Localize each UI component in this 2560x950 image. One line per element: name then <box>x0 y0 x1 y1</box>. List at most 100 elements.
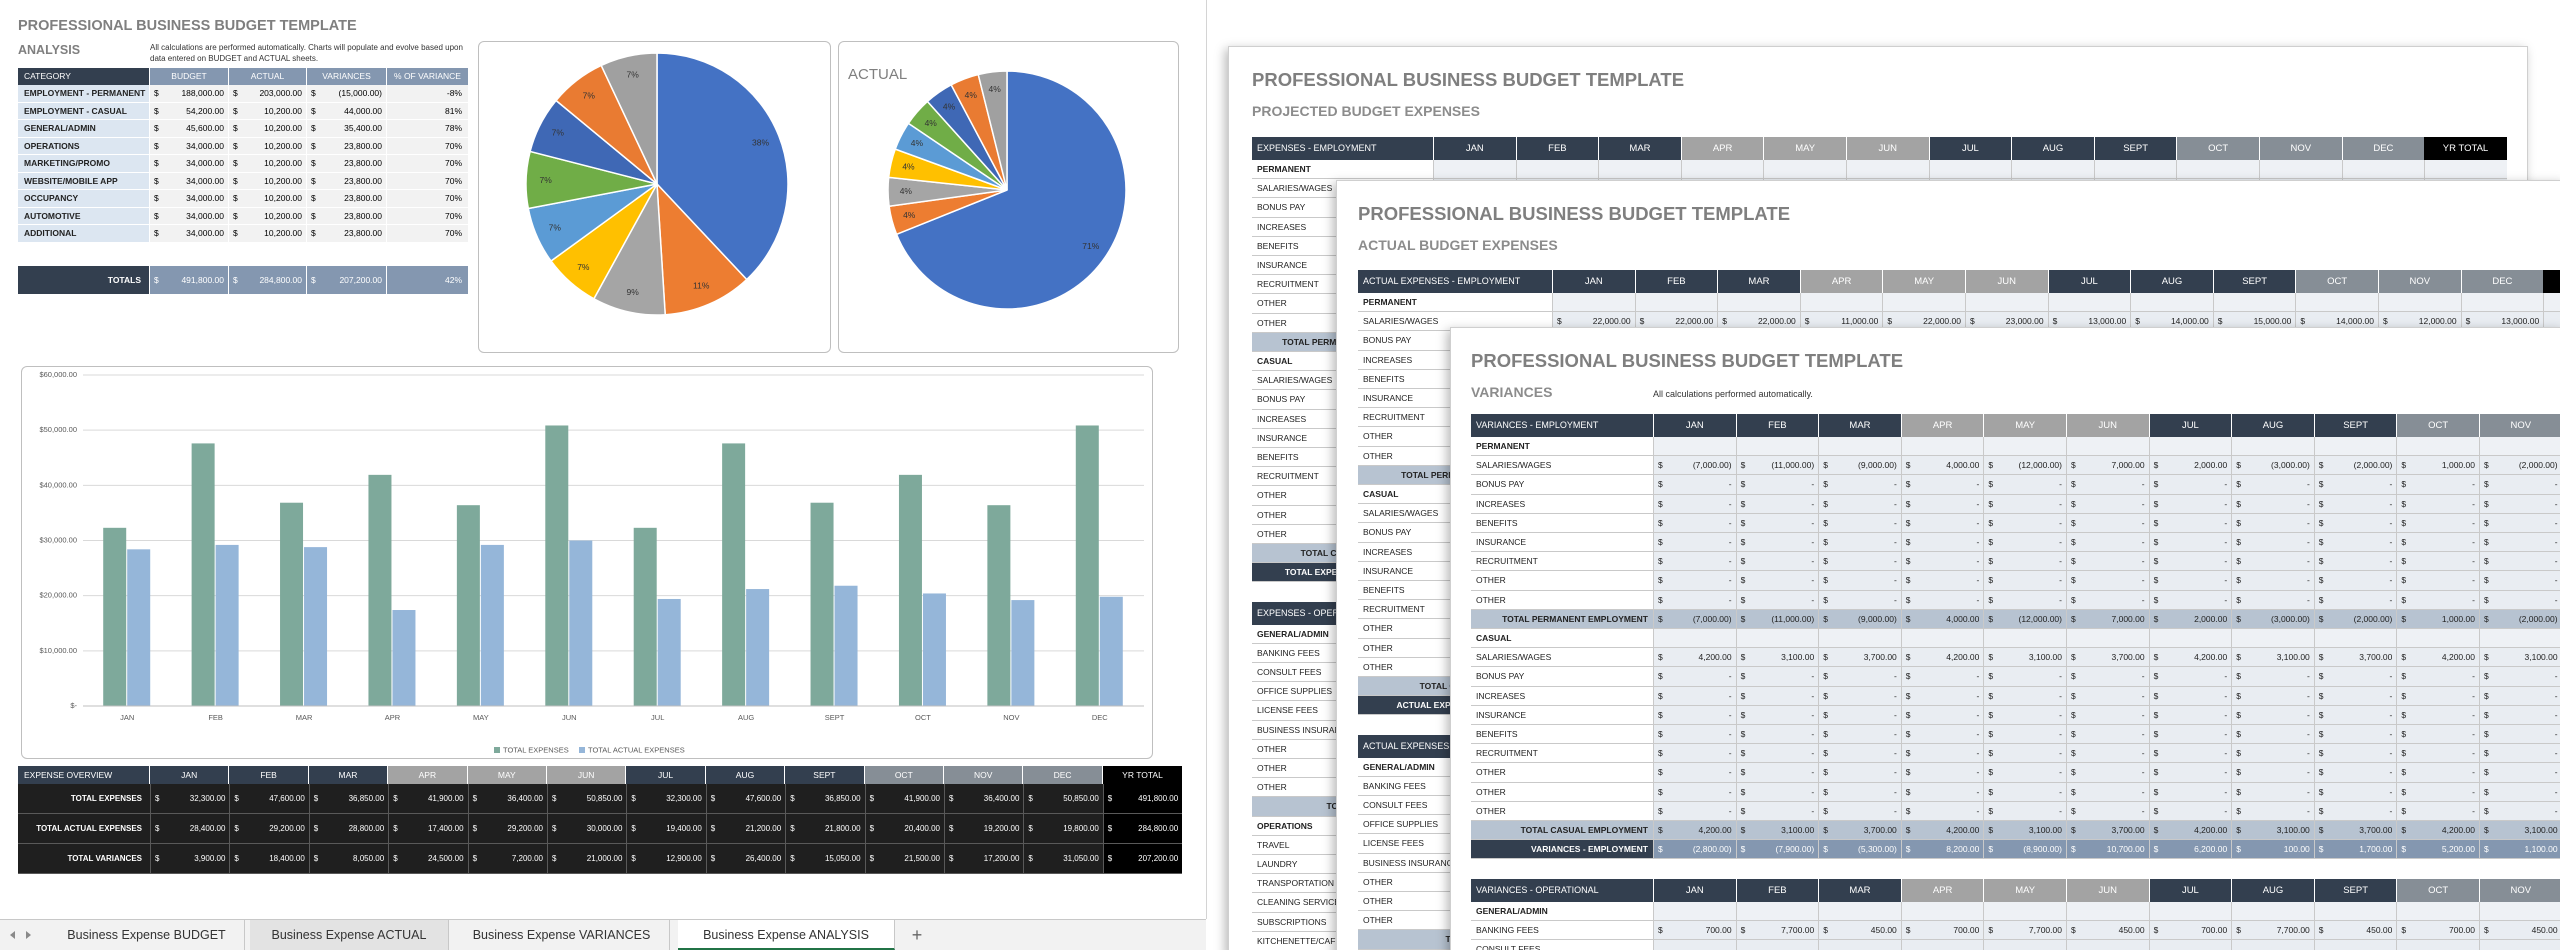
cell-value: 14,000.00 <box>2336 316 2374 327</box>
data-cell: $ - <box>1735 590 1819 610</box>
currency-symbol: $ <box>2484 460 2489 471</box>
sheet-tab[interactable]: Business Expense ACTUAL <box>250 920 449 950</box>
currency-symbol: $ <box>1740 613 1746 624</box>
cell-value: 11,000.00 <box>1841 316 1879 327</box>
data-cell: $4,200.00 <box>2148 821 2232 841</box>
currency-symbol: $ <box>2071 594 2076 605</box>
table-header-cell: VARIANCES <box>307 68 387 85</box>
cell-value: - <box>2224 690 2228 701</box>
data-cell: $ - <box>2148 763 2232 783</box>
cell-value: - <box>1811 671 1815 682</box>
data-cell: $ - <box>1735 801 1819 821</box>
overview-total-cell: $207,200.00 <box>1102 844 1183 874</box>
empty-cell <box>1598 160 1681 180</box>
empty-cell <box>2148 901 2232 921</box>
bar <box>215 544 239 706</box>
amount-cell: $23,800.00 <box>307 225 387 243</box>
data-cell: $3,100.00 <box>1735 648 1819 668</box>
data-cell: $3,100.00 <box>2479 821 2560 841</box>
percent-cell: 70% <box>387 172 469 190</box>
cell-value: - <box>2224 479 2228 490</box>
currency-symbol: $ <box>2071 748 2076 759</box>
cell-value: 21,500.00 <box>904 854 940 863</box>
cell-value: 8,200.00 <box>1946 844 1980 855</box>
sheet-tab[interactable]: Business Expense ANALYSIS <box>678 920 895 950</box>
data-cell: $3,700.00 <box>2313 648 2397 668</box>
month-header: OCT <box>2396 414 2479 437</box>
overview-cell: $50,850.00 <box>1023 784 1103 814</box>
data-cell: $4,200.00 <box>1653 648 1736 668</box>
empty-cell <box>2424 160 2507 180</box>
currency-symbol: $ <box>2153 767 2159 778</box>
data-cell: $ - <box>2066 686 2149 706</box>
empty-cell <box>1552 293 1635 313</box>
overview-cell: $7,200.00 <box>467 844 547 874</box>
group-label: PERMANENT <box>1471 437 1653 457</box>
empty-cell <box>1680 160 1764 180</box>
currency-symbol: $ <box>2153 671 2159 682</box>
currency-symbol: $ <box>2071 825 2076 836</box>
cell-value: - <box>1976 767 1980 778</box>
currency-symbol: $ <box>2153 786 2159 797</box>
currency-symbol: $ <box>393 854 398 863</box>
scroll-right[interactable] <box>26 931 31 939</box>
category-cell: GENERAL/ADMIN <box>18 120 150 138</box>
overview-cell: $36,850.00 <box>785 784 865 814</box>
amount-cell: $23,800.00 <box>307 207 387 225</box>
cell-value: (12,000.00) <box>2018 613 2062 624</box>
month-header: JUL <box>1928 137 2012 160</box>
cell-value: 36,850.00 <box>824 794 861 803</box>
data-cell: $ - <box>2396 744 2479 764</box>
currency-symbol: $ <box>2071 690 2076 701</box>
cell-value: 700.00 <box>1953 924 1980 935</box>
cell-value: 3,100.00 <box>2524 652 2558 663</box>
empty-cell <box>2066 940 2149 950</box>
sheet-tab[interactable]: Business Expense VARIANCES <box>454 920 670 950</box>
data-cell: $ - <box>1818 725 1901 745</box>
cell-value: 4,200.00 <box>2441 652 2475 663</box>
cell-value: 34,000.00 <box>186 210 224 221</box>
row-label: CONSULT FEES <box>1471 940 1653 950</box>
x-tick-label: APR <box>385 713 401 722</box>
cell-value: (8,900.00) <box>2023 844 2062 855</box>
currency-symbol: $ <box>155 824 160 833</box>
percent-cell: 81% <box>387 102 469 120</box>
tab-navigation[interactable] <box>0 920 40 950</box>
currency-symbol: $ <box>1658 690 1663 701</box>
add-sheet-button[interactable]: + <box>911 925 923 945</box>
currency-symbol: $ <box>1740 517 1746 528</box>
currency-symbol: $ <box>1905 479 1911 490</box>
cell-value: - <box>2059 690 2062 701</box>
cell-value: (12,000.00) <box>2018 460 2062 471</box>
cell-value: - <box>1728 575 1732 586</box>
cell-value: - <box>1728 709 1732 720</box>
cell-value: 22,000.00 <box>1592 316 1631 327</box>
sheet-tab[interactable]: Business Expense BUDGET <box>49 920 245 950</box>
currency-symbol: $ <box>631 854 636 863</box>
overview-cell: $8,050.00 <box>308 844 389 874</box>
empty-cell <box>2066 437 2149 457</box>
empty-cell <box>1735 901 1819 921</box>
month-header: APR <box>1680 137 1764 160</box>
data-cell: $ - <box>2066 590 2149 610</box>
currency-symbol: $ <box>2484 594 2489 605</box>
currency-symbol: $ <box>2401 825 2407 836</box>
data-cell: $ - <box>1983 686 2066 706</box>
cell-value: - <box>2141 575 2145 586</box>
currency-symbol: $ <box>2401 460 2407 471</box>
scroll-left[interactable] <box>10 931 15 939</box>
cell-value: (2,000.00) <box>2518 460 2558 471</box>
currency-symbol: $ <box>2484 825 2489 836</box>
data-cell: $ - <box>1983 552 2066 572</box>
month-header: JUL <box>2047 270 2131 293</box>
cell-value: 21,000.00 <box>586 854 623 863</box>
data-cell: $ - <box>2148 494 2232 514</box>
cell-value: 100.00 <box>2283 844 2310 855</box>
bar <box>922 593 946 706</box>
currency-symbol: $ <box>2071 924 2076 935</box>
chart: 71%4%4%4%4%4%4%4%4% <box>887 70 1127 310</box>
currency-symbol: $ <box>1988 517 1994 528</box>
currency-symbol: $ <box>1740 671 1746 682</box>
currency-symbol: $ <box>869 854 875 863</box>
currency-symbol: $ <box>1028 794 1033 803</box>
